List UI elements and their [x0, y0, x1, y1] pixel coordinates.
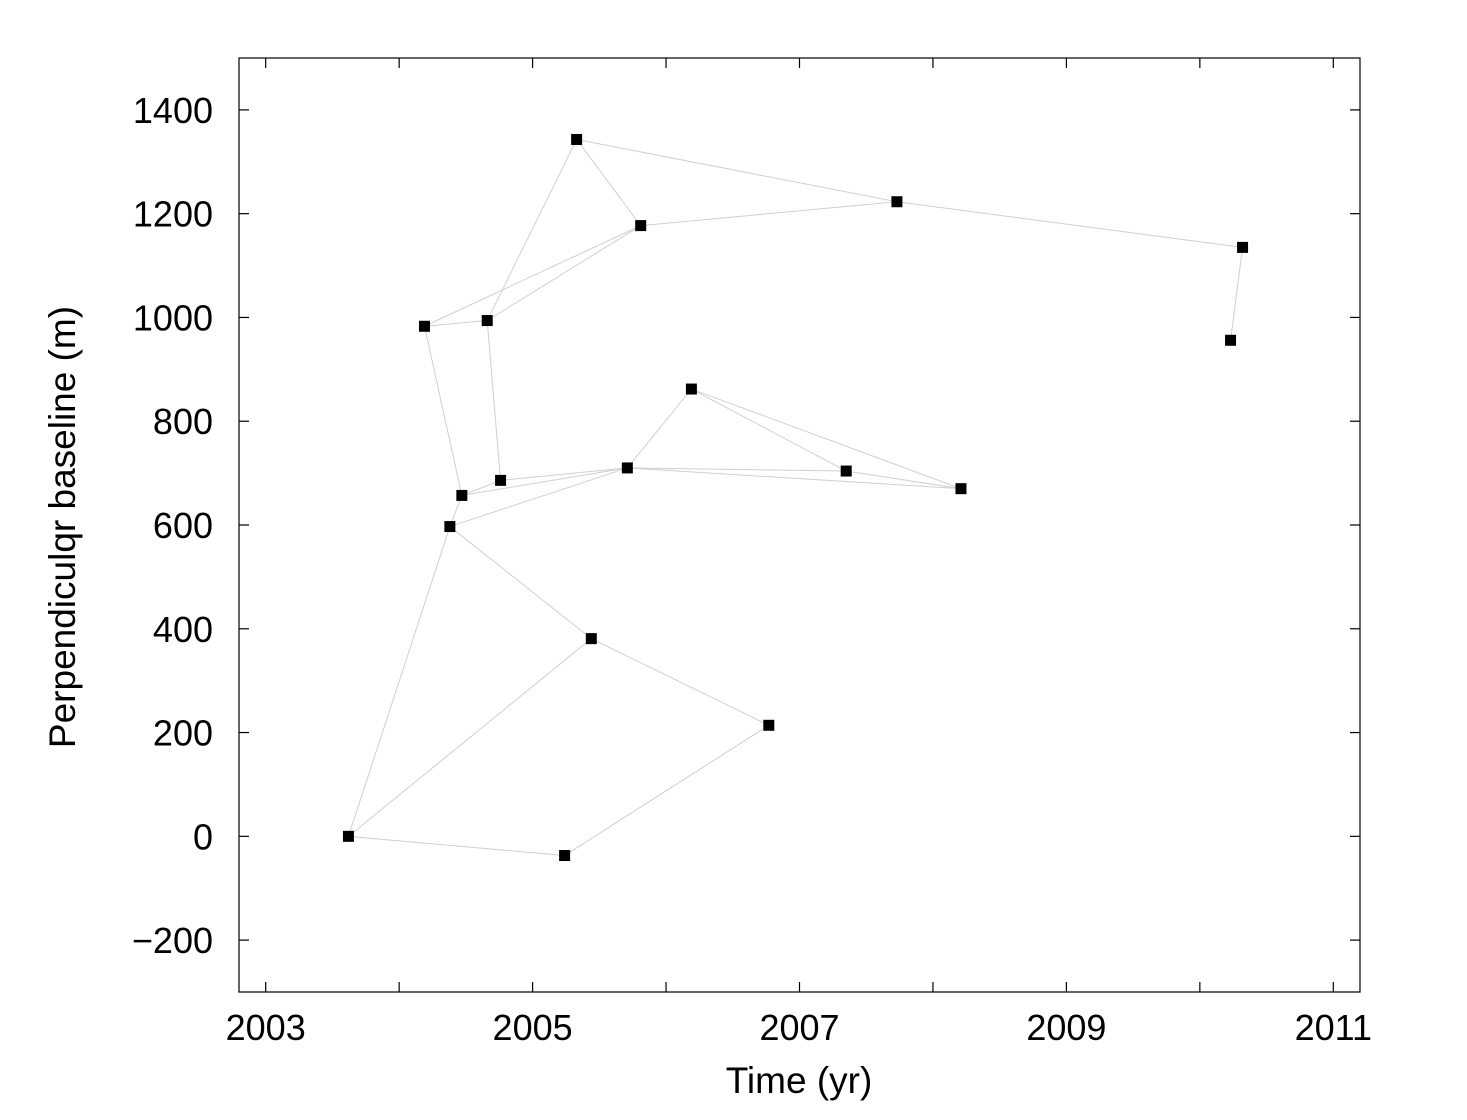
y-axis-ticks: −200 0 200 400 600 800 1000 1200 1400: [132, 90, 1360, 961]
data-point-5: [495, 474, 507, 486]
y-tick-label-200: 200: [153, 713, 213, 754]
y-tick-label-400: 400: [153, 609, 213, 650]
connection-line-12: [500, 467, 628, 481]
x-tick-label-2005: 2005: [493, 1007, 573, 1048]
connection-line-27: [846, 470, 962, 490]
connection-line-26: [691, 388, 962, 490]
connection-line-3: [564, 724, 770, 856]
connection-line-9: [424, 326, 463, 496]
x-axis-ticks: 2003 2005 2007 2009 2011: [226, 58, 1372, 1048]
y-tick-label-1000: 1000: [133, 297, 213, 338]
y-tick-label-800: 800: [153, 401, 213, 442]
data-point-0: [342, 830, 354, 842]
connection-line-18: [576, 138, 898, 203]
data-point-9: [621, 462, 633, 474]
connection-line-23: [627, 467, 847, 472]
connection-line-24: [627, 467, 962, 490]
data-point-16: [1225, 334, 1237, 346]
data-point-8: [585, 633, 597, 645]
data-point-14: [891, 196, 903, 208]
connection-line-19: [640, 201, 897, 227]
connection-line-15: [486, 139, 578, 321]
x-tick-label-2009: 2009: [1026, 1007, 1106, 1048]
baseline-connections: [347, 138, 1244, 857]
data-point-7: [571, 133, 583, 145]
connection-line-17: [576, 139, 642, 226]
connection-line-25: [691, 388, 847, 472]
y-tick-label-1200: 1200: [133, 194, 213, 235]
x-axis-label: Time (yr): [726, 1060, 873, 1101]
connection-line-11: [486, 320, 502, 481]
connection-line-2: [347, 526, 451, 837]
y-tick-label-0: 0: [193, 816, 213, 857]
data-point-13: [840, 465, 852, 477]
y-tick-label-600: 600: [153, 505, 213, 546]
connection-line-6: [449, 467, 628, 528]
x-tick-label-2007: 2007: [759, 1007, 839, 1048]
data-point-4: [481, 315, 493, 327]
connection-line-1: [348, 638, 592, 837]
y-tick-label--200: −200: [132, 920, 213, 961]
connection-line-0: [348, 835, 565, 857]
data-point-12: [763, 719, 775, 731]
connection-line-13: [424, 320, 488, 327]
connection-line-16: [486, 225, 641, 321]
connection-line-8: [461, 479, 501, 496]
data-point-6: [559, 850, 571, 862]
y-axis-label: Perpendiculqr baseline (m): [42, 306, 83, 748]
data-point-1: [418, 320, 430, 332]
connection-line-10: [461, 467, 628, 496]
data-point-15: [955, 483, 967, 495]
data-point-10: [635, 220, 647, 232]
connection-line-20: [896, 201, 1243, 248]
x-tick-label-2011: 2011: [1295, 1007, 1372, 1048]
data-points: [342, 133, 1249, 862]
data-point-2: [444, 521, 456, 533]
x-tick-label-2003: 2003: [226, 1007, 306, 1048]
y-tick-label-1400: 1400: [133, 90, 213, 131]
connection-line-4: [591, 638, 770, 726]
connection-line-21: [1230, 247, 1244, 341]
data-point-11: [685, 383, 697, 395]
data-point-17: [1237, 241, 1249, 253]
data-point-3: [456, 489, 468, 501]
connection-line-5: [449, 526, 592, 640]
connection-line-22: [626, 388, 692, 469]
connection-line-14: [424, 225, 641, 327]
